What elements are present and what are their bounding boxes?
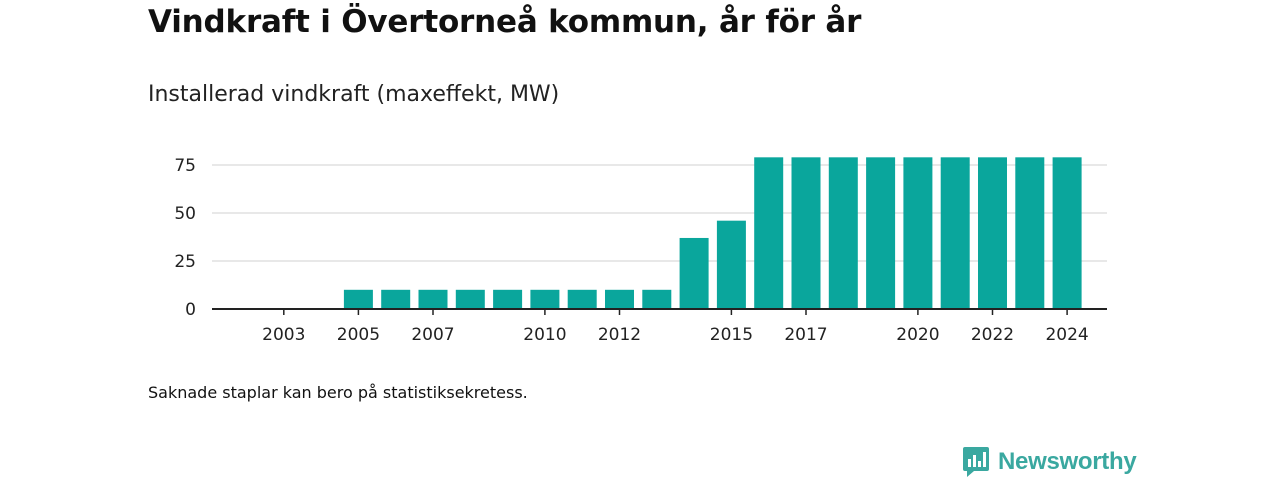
bar-2007 bbox=[418, 289, 448, 309]
bar-2023 bbox=[1015, 157, 1045, 309]
bar-2020 bbox=[903, 157, 933, 309]
bar-2022 bbox=[978, 157, 1007, 309]
x-tick-label: 2010 bbox=[523, 325, 566, 345]
newsworthy-icon bbox=[963, 447, 989, 477]
bar-2015 bbox=[716, 220, 746, 309]
bar-2011 bbox=[567, 289, 597, 309]
x-tick-label: 2012 bbox=[598, 325, 641, 345]
x-tick-label: 2015 bbox=[710, 325, 753, 345]
bar-2016 bbox=[754, 157, 784, 309]
chart-subtitle: Installerad vindkraft (maxeffekt, MW) bbox=[148, 82, 560, 107]
x-tick-label: 2007 bbox=[411, 325, 454, 345]
bar-2012 bbox=[605, 289, 634, 309]
footnote: Saknade staplar kan bero på statistiksek… bbox=[148, 383, 528, 402]
brand-name: Newsworthy bbox=[998, 448, 1137, 475]
bar-2013 bbox=[642, 289, 672, 309]
bar-2019 bbox=[866, 157, 896, 309]
y-tick-label: 75 bbox=[174, 156, 196, 176]
x-tick-label: 2020 bbox=[896, 325, 939, 345]
x-tick-label: 2003 bbox=[262, 325, 305, 345]
bar-2024 bbox=[1052, 157, 1082, 309]
x-tick-label: 2024 bbox=[1045, 325, 1088, 345]
axes: 0 25 50 75 2003 2005 2007 2010 2012 2015 2017 2020 2… bbox=[174, 156, 1107, 345]
bar-2018 bbox=[828, 157, 858, 309]
x-tick-label: 2005 bbox=[337, 325, 380, 345]
bar-2014 bbox=[679, 237, 709, 309]
x-tick-label: 2022 bbox=[971, 325, 1014, 345]
bar-2021 bbox=[940, 157, 970, 309]
newsworthy-logo: Newsworthy bbox=[962, 446, 1137, 478]
bar-chart: 0 25 50 75 2003 2005 2007 2010 2012 2015 2017 2020 2… bbox=[174, 156, 1107, 345]
bars bbox=[343, 157, 1082, 309]
x-tick-label: 2017 bbox=[784, 325, 827, 345]
y-tick-label: 0 bbox=[185, 300, 196, 320]
bar-2006 bbox=[381, 289, 411, 309]
y-tick-label: 50 bbox=[174, 204, 196, 224]
y-tick-label: 25 bbox=[174, 252, 196, 272]
bar-2008 bbox=[455, 289, 485, 309]
grid-lines bbox=[212, 164, 1107, 262]
bar-2017 bbox=[791, 157, 821, 309]
chart-title: Vindkraft i Övertorneå kommun, år för år bbox=[148, 4, 862, 40]
bar-2005 bbox=[343, 289, 373, 309]
bar-2009 bbox=[493, 289, 523, 309]
bar-2010 bbox=[530, 289, 560, 309]
